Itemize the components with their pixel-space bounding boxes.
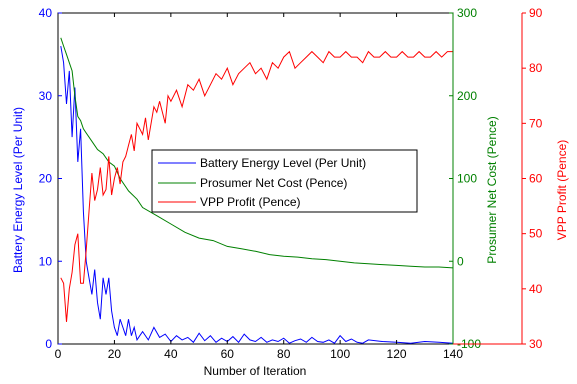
profit-axis: 30 40 50 60 70 80 90 [453,6,543,351]
battery-tick-label: 10 [39,254,53,268]
cost-axis-label: Prosumer Net Cost (Pence) [485,116,499,263]
legend-box [151,149,418,213]
battery-tick-label: 20 [39,172,53,186]
series-line-cost [60,37,454,269]
x-tick-label: 20 [108,347,122,361]
battery-tick-label: 40 [39,6,53,20]
cost-tick-label: 100 [457,172,477,186]
legend-label-battery: Battery Energy Level (Per Unit) [200,156,366,170]
x-tick-label: 0 [55,347,62,361]
cost-tick-label: 0 [457,254,464,268]
legend: Battery Energy Level (Per Unit) Prosumer… [151,149,418,213]
cost-tick-label: 200 [457,89,477,103]
profit-tick-label: 70 [529,116,543,130]
x-tick-label: 140 [443,347,463,361]
profit-tick-label: 50 [529,227,543,241]
battery-tick-label: 30 [39,89,53,103]
profit-tick-label: 40 [529,282,543,296]
x-axis: 0 20 40 60 80 100 120 140 [55,13,463,361]
x-tick-label: 120 [387,347,407,361]
battery-axis-label: Battery Energy Level (Per Unit) [11,107,25,273]
profit-tick-label: 80 [529,61,543,75]
x-tick-label: 80 [277,347,291,361]
legend-label-cost: Prosumer Net Cost (Pence) [200,176,347,190]
profit-axis-label: VPP Profit (Pence) [555,140,569,241]
x-axis-label: Number of Iteration [204,364,307,378]
x-tick-label: 60 [221,347,235,361]
series-layer [60,37,454,344]
profit-tick-label: 90 [529,6,543,20]
profit-tick-label: 30 [529,337,543,351]
series-line-battery [60,46,454,344]
x-tick-label: 40 [164,347,178,361]
cost-tick-label: 300 [457,6,477,20]
profit-tick-label: 60 [529,172,543,186]
battery-tick-label: 0 [45,337,52,351]
series-line-profit [60,50,453,322]
legend-label-profit: VPP Profit (Pence) [200,195,301,209]
battery-axis: 0 10 20 30 40 [39,6,62,351]
x-tick-label: 100 [330,347,350,361]
